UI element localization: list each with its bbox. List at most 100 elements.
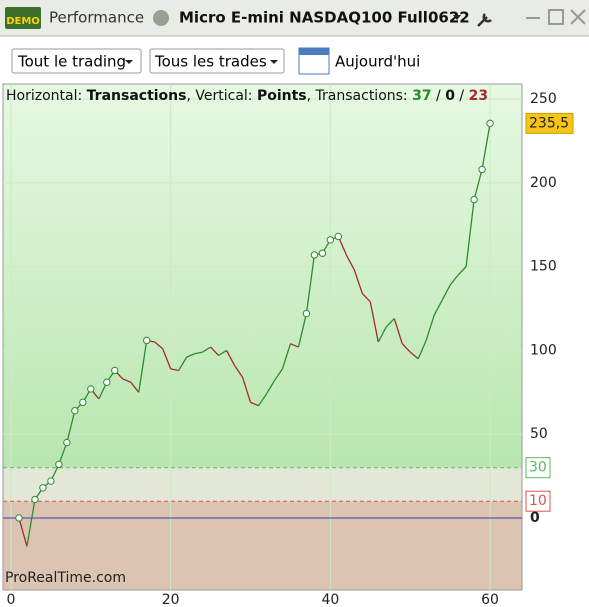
equity-segment [345,254,355,271]
new-high-marker [478,165,486,174]
settings-icon[interactable] [477,13,492,27]
equity-segment [170,368,179,372]
subtitle-part: 37 [412,88,431,104]
equity-segment [377,326,387,343]
x-tick-label: 60 [481,592,499,607]
new-high-marker [326,236,335,244]
subtitle-part: 0 [445,88,455,104]
link-icon[interactable] [153,10,169,26]
equity-segment [417,340,427,360]
title: Performance [49,9,144,27]
new-high-marker [71,407,79,415]
equity-segment [290,343,299,348]
y-tick-label: 0 [530,510,540,526]
new-high-marker [87,385,95,393]
toolbar [0,0,589,36]
equity-segment [281,343,292,370]
loss-zone [3,501,522,590]
equity-segment [66,410,76,443]
trades: Tous les trades [154,53,267,71]
new-high-marker [39,484,47,492]
watermark: ProRealTime.com [5,570,126,586]
equity-segment [202,346,211,353]
equity-segment [401,343,411,353]
demo-icon [5,7,41,29]
subtitle-part: , Vertical: [186,88,256,104]
reference-label: 10 [529,493,547,509]
subtitle-part: / [432,88,446,104]
maximize[interactable] [548,9,564,25]
y-tick-label: 100 [530,342,557,358]
subtitle-part: 23 [469,88,488,104]
equity-segment [26,499,36,547]
demo-badge: DEMO [6,16,40,27]
equity-segment [154,341,164,350]
equity-segment [210,346,220,356]
equity-segment [305,254,316,314]
new-high-marker [31,495,39,504]
reference-label-box [525,457,551,479]
new-high-marker [111,366,119,375]
equity-segment [465,199,475,267]
equity-segment [361,292,371,303]
reference-label-box [525,490,551,512]
scope-dropdown[interactable] [11,48,142,74]
equity-segment [250,401,259,407]
equity-segment [433,299,443,316]
subtitle-part: / [455,88,469,104]
equity-segment [218,349,227,356]
equity-segment [234,365,244,378]
equity-segment [425,315,435,341]
new-high-marker [302,309,311,318]
plot-frame [2,83,523,591]
equity-segment [385,318,395,328]
equity-segment [353,269,363,294]
neutral-zone [3,467,522,502]
new-high-marker [15,514,23,522]
equity-segment [481,123,491,170]
equity-segment [273,368,283,381]
y-tick-label: 50 [530,426,548,442]
new-high-marker [486,119,494,128]
equity-segment [194,351,203,355]
instrument[interactable]: Micro E-mini NASDAQ100 Full0622 [179,9,470,27]
new-high-marker [63,438,71,447]
x-tick-label: 20 [162,592,180,607]
equity-segment [130,381,140,393]
equity-segment [138,340,148,393]
new-high-marker [143,336,151,345]
subtitle: Horizontal: Transactions, Vertical: Poin… [6,88,488,104]
last-value-label: 235,5 [529,115,569,131]
new-high-marker [79,398,87,407]
equity-segment [393,318,403,344]
period[interactable]: Aujourd'hui [335,53,420,71]
equity-segment [257,393,268,407]
new-high-marker [318,249,327,257]
last-value-box [525,112,574,134]
subtitle-part: Horizontal: [6,88,87,104]
subtitle-part: Points [257,88,307,104]
equity-segment [241,377,252,403]
equity-segment [122,378,132,383]
new-high-marker [55,460,63,469]
equity-segment [449,274,459,286]
reference-label: 30 [529,460,547,476]
equity-segment [457,266,467,276]
equity-segment [18,517,28,547]
y-tick-label: 250 [530,91,557,107]
equity-segment [409,351,419,360]
equity-segment [162,348,172,370]
new-high-marker [334,232,343,241]
equity-segment [265,380,276,395]
equity-segment [369,301,379,343]
equity-segment [186,353,195,358]
new-high-marker [103,378,111,386]
y-tick-label: 150 [530,259,557,275]
trades-dropdown[interactable] [149,48,285,74]
equity-segment [473,169,483,200]
new-high-marker [47,477,55,485]
scope: Tout le trading [17,53,126,71]
close[interactable] [570,9,586,25]
new-high-marker [470,195,478,204]
